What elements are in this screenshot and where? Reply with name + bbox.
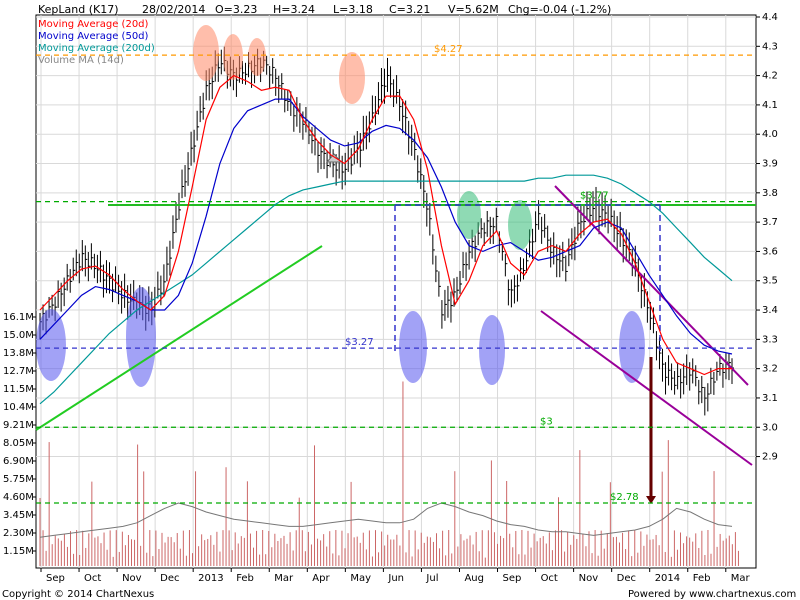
time-tick-label: May — [350, 573, 371, 584]
highlight-ellipse — [36, 309, 66, 381]
volume-tick-label: 3.45M — [3, 510, 34, 521]
time-tick-label: Aug — [464, 573, 484, 584]
time-tick-label: Nov — [122, 573, 142, 584]
level-label: $3.27 — [345, 337, 374, 348]
highlight-ellipse — [508, 200, 532, 250]
header-symbol: KepLand (K17) — [38, 3, 119, 16]
volume-axis: 16.1M 15.0M 13.8M 12.7M 11.5M 10.4M 9.21M 8.05M… — [3, 312, 36, 557]
price-tick-label: 4.1 — [762, 100, 778, 111]
header-change: Chg=-0.04 (-1.2%) — [508, 3, 611, 16]
time-tick-label: Jul — [425, 573, 438, 584]
time-tick-label: Sep — [46, 573, 65, 584]
legend-entry: Moving Average (50d) — [38, 31, 149, 42]
price-tick-label: 3.3 — [762, 334, 778, 345]
price-tick-label: 3.8 — [762, 188, 778, 199]
legend-entry: Moving Average (200d) — [38, 43, 155, 54]
ma50-line — [39, 98, 733, 355]
volume-tick-label: 2.30M — [3, 528, 34, 539]
highlight-ellipse — [248, 38, 266, 76]
time-tick-label: 2014 — [655, 573, 680, 584]
highlight-ellipse — [479, 315, 505, 385]
header-volume: V=5.62M — [448, 3, 499, 16]
highlight-ellipse — [339, 52, 365, 104]
powered-by: Powered by www.chartnexus.com — [628, 589, 796, 600]
volume-tick-label: 10.4M — [3, 402, 34, 413]
down-arrow-head — [646, 496, 656, 504]
volume-tick-label: 13.8M — [3, 348, 34, 359]
price-tick-label: 3.5 — [762, 276, 778, 287]
highlight-ellipse — [619, 311, 645, 383]
time-tick-label: Jun — [387, 573, 404, 584]
channel-upper — [554, 185, 749, 386]
price-tick-label: 3.4 — [762, 305, 778, 316]
legend: Moving Average (20d)Moving Average (50d)… — [38, 19, 155, 66]
highlight-ellipse — [399, 311, 427, 383]
price-levels: $4.27 $3.77 $3.27 $3 $2.78 — [36, 44, 756, 504]
plot-frame — [35, 14, 757, 569]
time-tick-label: Nov — [579, 573, 599, 584]
price-tick-label: 3.6 — [762, 246, 778, 257]
price-tick-label: 3.2 — [762, 364, 778, 375]
level-label: $3 — [540, 416, 553, 427]
volume-tick-label: 4.60M — [3, 492, 34, 503]
highlight-ellipse — [193, 25, 219, 81]
header: KepLand (K17) 28/02/2014 O=3.23 H=3.24 L… — [38, 3, 611, 16]
header-high: H=3.24 — [273, 3, 315, 16]
volume-tick-label: 5.75M — [3, 474, 34, 485]
highlight-ellipse — [126, 287, 156, 387]
volume-tick-label: 11.5M — [3, 384, 34, 395]
price-tick-label: 3.1 — [762, 393, 778, 404]
time-axis: Sep Oct Nov Dec 2013 Feb Mar Apr May Jun Jul Aug Sep… — [40, 568, 751, 584]
ma20-line — [39, 74, 732, 376]
time-tick-label: Dec — [617, 573, 636, 584]
header-date: 28/02/2014 — [142, 3, 205, 16]
price-tick-label: 4.2 — [762, 71, 778, 82]
channel-lower — [540, 310, 753, 466]
volume-tick-label: 9.21M — [3, 420, 34, 431]
highlight-ellipse — [457, 191, 481, 239]
time-tick-label: 2013 — [198, 573, 223, 584]
time-tick-label: Apr — [312, 573, 330, 584]
price-tick-label: 4.0 — [762, 129, 778, 140]
moving-average-lines — [39, 74, 733, 405]
copyright: Copyright © 2014 ChartNexus — [2, 589, 154, 600]
legend-entry: Moving Average (20d) — [38, 19, 149, 30]
volume-tick-label: 8.05M — [3, 438, 34, 449]
legend-entry: Volume MA (14d) — [38, 55, 124, 66]
price-tick-label: 4.3 — [762, 41, 778, 52]
annotations — [35, 25, 756, 504]
header-low: L=3.18 — [333, 3, 373, 16]
header-close: C=3.21 — [389, 3, 430, 16]
price-tick-label: 3.7 — [762, 217, 778, 228]
time-tick-label: Mar — [731, 573, 751, 584]
price-axis: 4.4 4.3 4.2 4.1 4.0 3.9 3.8 3.7 3.6 3.5 3.4 3.3 3.2 3… — [756, 12, 778, 463]
time-tick-label: Oct — [84, 573, 101, 584]
price-tick-label: 2.9 — [762, 452, 778, 463]
volume-ma-polyline — [39, 502, 733, 538]
volume-tick-label: 15.0M — [3, 330, 34, 341]
volume-tick-label: 6.90M — [3, 456, 34, 467]
bell-icon — [325, 153, 343, 163]
volume-ma-line — [39, 502, 733, 538]
level-label: $4.27 — [434, 44, 463, 55]
price-tick-label: 3.0 — [762, 422, 778, 433]
ma200-line — [39, 174, 733, 405]
volume-tick-label: 16.1M — [3, 312, 34, 323]
level-label: $3.77 — [580, 191, 609, 202]
time-tick-label: Oct — [541, 573, 558, 584]
time-tick-label: Sep — [503, 573, 522, 584]
level-label: $2.78 — [610, 492, 639, 503]
time-tick-label: Mar — [274, 573, 294, 584]
volume-tick-label: 12.7M — [3, 366, 34, 377]
header-open: O=3.23 — [215, 3, 257, 16]
time-tick-label: Feb — [236, 573, 254, 584]
volume-tick-label: 1.15M — [3, 546, 34, 557]
time-tick-label: Feb — [693, 573, 711, 584]
time-tick-label: Dec — [160, 573, 179, 584]
price-tick-label: 3.9 — [762, 159, 778, 170]
uptrend-line — [35, 245, 323, 431]
highlight-ellipse — [223, 34, 243, 80]
price-tick-label: 4.4 — [762, 12, 778, 23]
